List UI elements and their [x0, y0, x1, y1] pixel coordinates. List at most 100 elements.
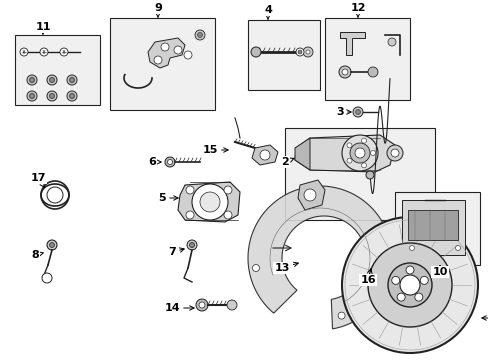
Polygon shape [148, 38, 184, 68]
Circle shape [60, 48, 68, 56]
Circle shape [361, 163, 366, 168]
Circle shape [361, 138, 366, 143]
Circle shape [27, 75, 37, 85]
Circle shape [414, 293, 422, 301]
Text: 6: 6 [148, 157, 161, 167]
Circle shape [341, 69, 347, 75]
Text: 9: 9 [154, 3, 162, 17]
Bar [394, 192, 479, 265]
Text: 13: 13 [274, 262, 298, 273]
Circle shape [20, 48, 28, 56]
Circle shape [399, 275, 419, 295]
Circle shape [252, 265, 259, 271]
Circle shape [224, 211, 231, 219]
Circle shape [349, 143, 369, 163]
Circle shape [297, 50, 302, 54]
Text: 11: 11 [35, 22, 51, 34]
Circle shape [174, 46, 182, 54]
Circle shape [386, 145, 402, 161]
Circle shape [337, 312, 345, 319]
Circle shape [42, 273, 52, 283]
Circle shape [387, 263, 431, 307]
Circle shape [405, 266, 413, 274]
Circle shape [387, 38, 395, 46]
Text: 10: 10 [431, 266, 447, 277]
Circle shape [408, 246, 414, 251]
Text: 2: 2 [281, 157, 293, 167]
Circle shape [49, 94, 54, 99]
Bar [247, 20, 319, 90]
Circle shape [40, 48, 48, 56]
Circle shape [260, 150, 269, 160]
Text: 4: 4 [264, 5, 271, 19]
Circle shape [354, 148, 364, 158]
Circle shape [365, 171, 373, 179]
Circle shape [69, 77, 74, 82]
Text: 16: 16 [360, 269, 375, 285]
Circle shape [164, 157, 175, 167]
Circle shape [367, 67, 377, 77]
Polygon shape [178, 182, 240, 222]
Circle shape [346, 158, 351, 163]
Circle shape [454, 246, 460, 251]
Polygon shape [251, 145, 278, 165]
Circle shape [341, 135, 377, 171]
Circle shape [47, 75, 57, 85]
Circle shape [47, 91, 57, 101]
Bar [110, 18, 215, 110]
Text: 3: 3 [336, 107, 350, 117]
Text: 8: 8 [31, 250, 43, 260]
Circle shape [355, 109, 360, 114]
Circle shape [346, 143, 351, 148]
Text: 7: 7 [168, 247, 184, 257]
Circle shape [192, 184, 227, 220]
Circle shape [226, 300, 237, 310]
Circle shape [185, 211, 194, 219]
Polygon shape [294, 135, 394, 172]
Polygon shape [339, 32, 364, 55]
Circle shape [303, 47, 312, 57]
Circle shape [189, 243, 194, 248]
Circle shape [185, 186, 194, 194]
Circle shape [295, 48, 304, 56]
Circle shape [305, 50, 309, 54]
Text: 12: 12 [349, 3, 365, 17]
Bar [407, 210, 457, 240]
Circle shape [27, 91, 37, 101]
Circle shape [196, 299, 207, 311]
Circle shape [29, 77, 35, 82]
Circle shape [390, 149, 398, 157]
Circle shape [304, 189, 315, 201]
Circle shape [396, 293, 405, 301]
Text: 1: 1 [481, 313, 488, 323]
Circle shape [167, 159, 172, 165]
Circle shape [154, 56, 162, 64]
Circle shape [67, 91, 77, 101]
Circle shape [69, 94, 74, 99]
Polygon shape [294, 138, 309, 170]
Circle shape [341, 217, 477, 353]
Polygon shape [401, 200, 464, 255]
Circle shape [161, 43, 169, 51]
Text: 17: 17 [30, 173, 46, 187]
Text: 14: 14 [164, 303, 194, 313]
Circle shape [29, 94, 35, 99]
Circle shape [49, 77, 54, 82]
Text: 5: 5 [158, 193, 178, 203]
Text: 15: 15 [202, 145, 228, 155]
Circle shape [250, 47, 261, 57]
Polygon shape [247, 186, 391, 329]
Circle shape [419, 276, 427, 284]
Circle shape [47, 240, 57, 250]
Circle shape [49, 243, 54, 248]
Circle shape [370, 150, 375, 156]
Circle shape [200, 192, 220, 212]
Circle shape [195, 30, 204, 40]
Polygon shape [297, 180, 325, 210]
Circle shape [367, 243, 451, 327]
Circle shape [67, 75, 77, 85]
Circle shape [199, 302, 204, 308]
Circle shape [352, 107, 362, 117]
Circle shape [183, 51, 192, 59]
Circle shape [197, 32, 202, 37]
